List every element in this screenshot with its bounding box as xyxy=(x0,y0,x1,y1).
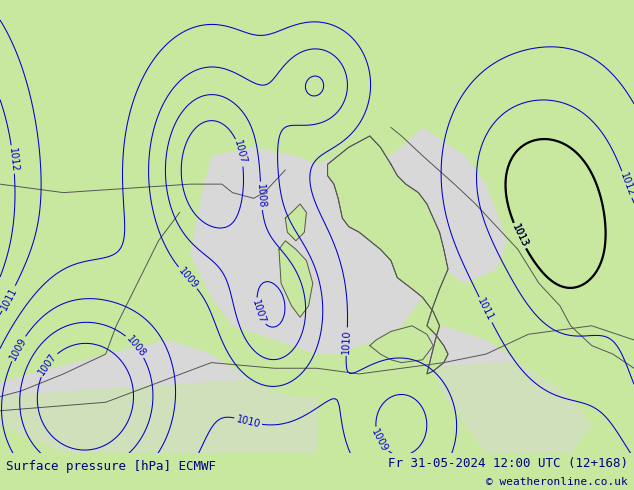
Text: 1008: 1008 xyxy=(124,334,147,359)
Polygon shape xyxy=(285,204,306,241)
Polygon shape xyxy=(279,241,313,318)
Text: 1010: 1010 xyxy=(341,329,353,354)
Polygon shape xyxy=(391,127,507,283)
Polygon shape xyxy=(0,340,317,453)
Polygon shape xyxy=(328,136,448,374)
Text: 1009: 1009 xyxy=(370,427,390,454)
Polygon shape xyxy=(423,326,592,453)
Text: 1007: 1007 xyxy=(233,140,249,166)
Text: Surface pressure [hPa] ECMWF: Surface pressure [hPa] ECMWF xyxy=(6,460,216,473)
Text: 1013: 1013 xyxy=(510,222,529,249)
Text: 1011: 1011 xyxy=(0,285,19,312)
Text: 1007: 1007 xyxy=(37,351,59,377)
Text: 1013: 1013 xyxy=(510,222,529,249)
Polygon shape xyxy=(190,147,444,354)
Text: 1012: 1012 xyxy=(618,171,634,198)
Text: 1008: 1008 xyxy=(256,183,267,208)
Polygon shape xyxy=(370,326,433,363)
Text: © weatheronline.co.uk: © weatheronline.co.uk xyxy=(486,477,628,487)
Text: 1009: 1009 xyxy=(8,335,29,362)
Text: 1011: 1011 xyxy=(476,296,496,323)
Text: Fr 31-05-2024 12:00 UTC (12+168): Fr 31-05-2024 12:00 UTC (12+168) xyxy=(387,457,628,470)
Polygon shape xyxy=(528,226,634,396)
Text: 1009: 1009 xyxy=(176,265,200,291)
Polygon shape xyxy=(0,354,634,453)
Text: 1010: 1010 xyxy=(235,414,261,429)
Text: 1012: 1012 xyxy=(7,147,20,172)
Text: 1007: 1007 xyxy=(250,298,267,325)
